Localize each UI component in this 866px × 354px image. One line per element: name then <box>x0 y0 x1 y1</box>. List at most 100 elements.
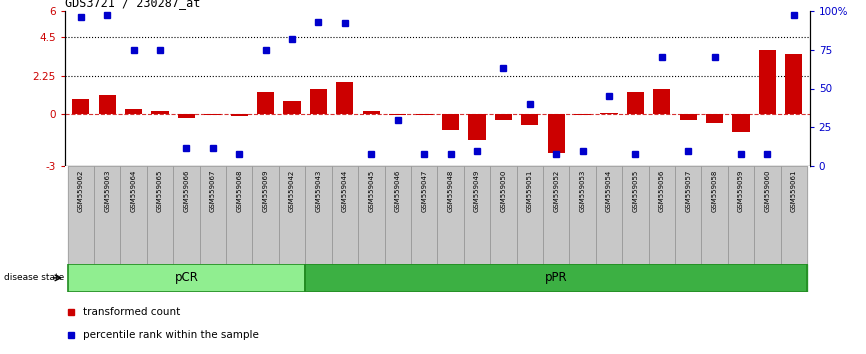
Bar <box>494 114 512 120</box>
Text: GSM559048: GSM559048 <box>448 169 454 212</box>
Bar <box>785 54 803 114</box>
Text: GSM559058: GSM559058 <box>712 169 718 212</box>
Bar <box>306 264 807 292</box>
Bar <box>411 166 437 264</box>
Bar <box>306 166 332 264</box>
Bar <box>257 92 275 114</box>
Bar <box>416 114 433 115</box>
Bar <box>543 166 569 264</box>
Text: GSM559055: GSM559055 <box>632 169 638 212</box>
Bar <box>653 88 670 114</box>
Text: GSM559047: GSM559047 <box>421 169 427 212</box>
Bar <box>253 166 279 264</box>
Text: GSM559069: GSM559069 <box>262 169 268 212</box>
Bar <box>754 166 780 264</box>
Text: GSM559063: GSM559063 <box>104 169 110 212</box>
Text: GSM559057: GSM559057 <box>685 169 691 212</box>
Bar <box>569 166 596 264</box>
Bar <box>680 114 697 120</box>
Text: GSM559053: GSM559053 <box>579 169 585 212</box>
Text: pPR: pPR <box>545 272 567 284</box>
Bar <box>173 166 200 264</box>
Bar <box>178 114 195 118</box>
Bar <box>125 109 142 114</box>
Bar <box>200 166 226 264</box>
Bar <box>516 166 543 264</box>
Bar <box>759 50 776 114</box>
Bar <box>120 166 147 264</box>
Bar <box>622 166 649 264</box>
Bar <box>627 92 644 114</box>
Bar <box>68 166 94 264</box>
Text: GSM559056: GSM559056 <box>659 169 665 212</box>
Bar <box>279 166 306 264</box>
Text: GDS3721 / 230287_at: GDS3721 / 230287_at <box>65 0 200 10</box>
Bar <box>147 166 173 264</box>
Text: GSM559049: GSM559049 <box>474 169 480 212</box>
Bar <box>733 114 750 132</box>
Bar <box>596 166 622 264</box>
Bar <box>173 166 200 264</box>
Text: GSM559068: GSM559068 <box>236 169 242 212</box>
Bar <box>68 166 94 264</box>
Bar <box>385 166 411 264</box>
Bar <box>780 166 807 264</box>
Text: GSM559059: GSM559059 <box>738 169 744 212</box>
Bar <box>389 114 406 115</box>
Bar <box>306 264 807 292</box>
Bar <box>385 166 411 264</box>
Bar <box>706 114 723 123</box>
Text: GSM559046: GSM559046 <box>395 169 401 212</box>
Text: percentile rank within the sample: percentile rank within the sample <box>83 330 259 341</box>
Text: GSM559052: GSM559052 <box>553 169 559 212</box>
Bar <box>359 166 385 264</box>
Bar <box>226 166 253 264</box>
Bar <box>94 166 120 264</box>
Bar <box>411 166 437 264</box>
Bar <box>279 166 306 264</box>
Bar <box>332 166 359 264</box>
Text: GSM559054: GSM559054 <box>606 169 612 212</box>
Bar <box>727 166 754 264</box>
Bar <box>701 166 727 264</box>
Bar <box>152 111 169 114</box>
Bar <box>99 96 116 114</box>
Bar <box>283 101 301 114</box>
Bar <box>727 166 754 264</box>
Text: pCR: pCR <box>174 272 198 284</box>
Bar <box>780 166 807 264</box>
Text: GSM559050: GSM559050 <box>501 169 507 212</box>
Bar <box>521 114 539 125</box>
Bar <box>72 99 89 114</box>
Bar <box>310 88 327 114</box>
Bar <box>359 166 385 264</box>
Bar <box>200 166 226 264</box>
Text: GSM559042: GSM559042 <box>289 169 295 212</box>
Text: GSM559045: GSM559045 <box>368 169 374 212</box>
Bar <box>649 166 675 264</box>
Text: GSM559061: GSM559061 <box>791 169 797 212</box>
Bar <box>230 114 248 116</box>
Bar <box>569 166 596 264</box>
Bar <box>516 166 543 264</box>
Bar <box>147 166 173 264</box>
Bar <box>600 113 617 114</box>
Bar <box>469 114 486 141</box>
Bar <box>226 166 253 264</box>
Bar <box>363 111 380 114</box>
Text: GSM559051: GSM559051 <box>527 169 533 212</box>
Text: GSM559065: GSM559065 <box>157 169 163 212</box>
Bar <box>437 166 463 264</box>
Bar <box>68 264 306 292</box>
Text: transformed count: transformed count <box>83 307 180 318</box>
Text: GSM559044: GSM559044 <box>342 169 348 212</box>
Bar <box>754 166 780 264</box>
Text: GSM559043: GSM559043 <box>315 169 321 212</box>
Bar <box>253 166 279 264</box>
Text: disease state: disease state <box>4 273 65 282</box>
Bar <box>622 166 649 264</box>
Bar <box>543 166 569 264</box>
Bar <box>675 166 701 264</box>
Bar <box>675 166 701 264</box>
Bar <box>94 166 120 264</box>
